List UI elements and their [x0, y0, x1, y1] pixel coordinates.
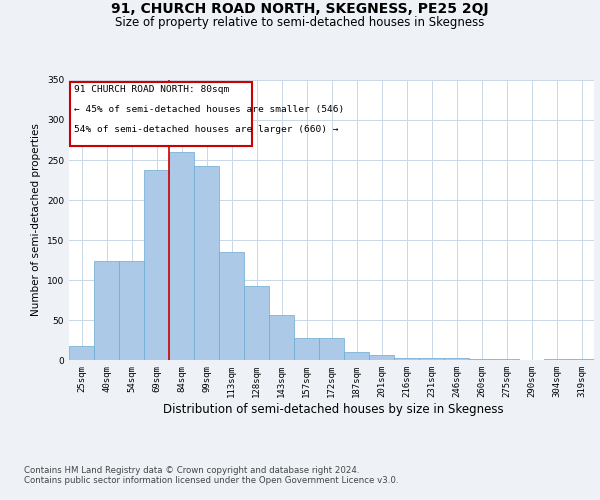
Bar: [244, 286, 269, 360]
Bar: [344, 352, 369, 360]
Bar: [394, 358, 419, 360]
Bar: [444, 358, 469, 360]
Bar: [369, 355, 394, 360]
Bar: [94, 261, 119, 360]
Bar: [544, 359, 569, 360]
Text: Distribution of semi-detached houses by size in Skegness: Distribution of semi-detached houses by …: [163, 402, 503, 415]
Bar: [219, 252, 244, 360]
Bar: [70, 82, 253, 146]
Bar: [69, 346, 94, 360]
Text: Contains HM Land Registry data © Crown copyright and database right 2024.: Contains HM Land Registry data © Crown c…: [24, 466, 359, 475]
Bar: [294, 338, 319, 360]
Bar: [119, 261, 144, 360]
Text: 91 CHURCH ROAD NORTH: 80sqm: 91 CHURCH ROAD NORTH: 80sqm: [74, 85, 229, 94]
Bar: [469, 359, 494, 360]
Bar: [269, 315, 294, 360]
Text: 91, CHURCH ROAD NORTH, SKEGNESS, PE25 2QJ: 91, CHURCH ROAD NORTH, SKEGNESS, PE25 2Q…: [111, 2, 489, 16]
Bar: [169, 152, 194, 360]
Y-axis label: Number of semi-detached properties: Number of semi-detached properties: [31, 124, 41, 316]
Bar: [144, 170, 169, 360]
Bar: [494, 359, 519, 360]
Bar: [569, 359, 594, 360]
Bar: [194, 166, 219, 360]
Text: ← 45% of semi-detached houses are smaller (546): ← 45% of semi-detached houses are smalle…: [74, 105, 344, 114]
Text: Size of property relative to semi-detached houses in Skegness: Size of property relative to semi-detach…: [115, 16, 485, 29]
Bar: [419, 358, 444, 360]
Bar: [319, 338, 344, 360]
Text: Contains public sector information licensed under the Open Government Licence v3: Contains public sector information licen…: [24, 476, 398, 485]
Text: 54% of semi-detached houses are larger (660) →: 54% of semi-detached houses are larger (…: [74, 125, 338, 134]
